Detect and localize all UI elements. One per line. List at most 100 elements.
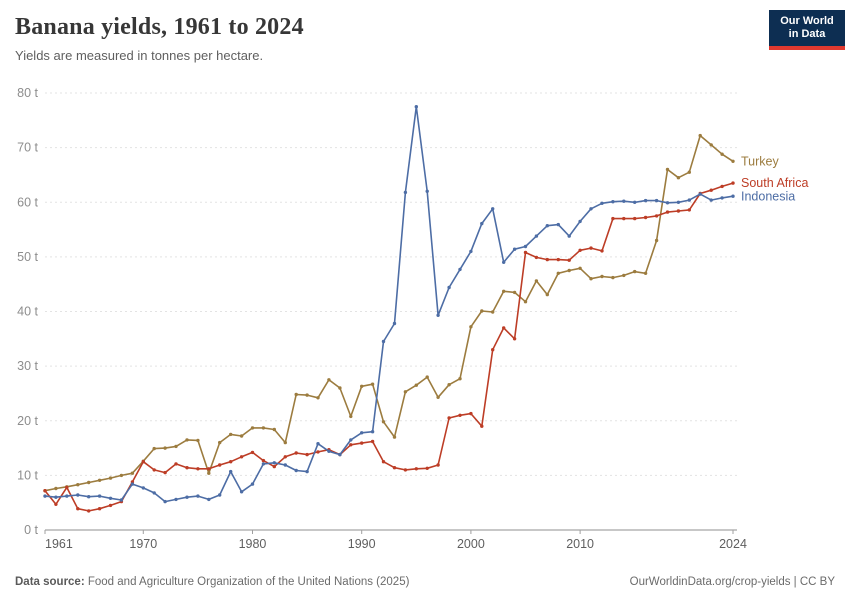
data-point [698,192,702,196]
data-point [130,482,135,486]
data-point [447,416,451,420]
data-point [523,250,528,255]
data-point [370,439,375,444]
data-point [392,435,397,439]
data-point [76,507,80,511]
data-point [119,473,124,478]
data-point [709,188,713,192]
data-point [229,432,233,437]
data-point [54,495,58,499]
series-label-south-africa[interactable]: South Africa [741,176,808,190]
data-point [480,221,484,226]
data-point [327,449,331,453]
series-line-south-africa [44,182,734,512]
page-title: Banana yields, 1961 to 2024 [15,14,304,40]
data-point [305,469,309,474]
data-point [578,266,582,270]
data-point [196,438,200,443]
data-point [414,467,418,471]
data-point [491,348,495,352]
data-point [665,210,670,214]
x-tick-label: 2000 [457,537,485,551]
series-label-turkey[interactable]: Turkey [741,154,779,168]
y-tick-label: 20 t [17,414,38,428]
data-point [338,386,342,390]
data-point [349,414,353,419]
data-point [567,234,571,238]
data-point [665,201,670,205]
data-point [698,133,702,138]
data-point [327,378,331,382]
y-tick-label: 60 t [17,195,38,209]
series-indonesia[interactable] [43,105,735,504]
data-point [556,222,560,227]
data-point [567,258,571,262]
data-point [97,494,102,498]
data-point [218,493,222,497]
data-point [316,450,320,454]
data-point [414,383,418,387]
data-point [294,468,298,473]
data-point [545,224,549,228]
data-point [654,238,659,243]
series-turkey[interactable] [43,133,735,493]
series-label-indonesia[interactable]: Indonesia [741,190,795,204]
data-point [458,377,462,381]
data-point [502,260,506,264]
data-point [272,427,276,432]
data-point [65,494,69,498]
data-point [108,496,113,500]
credit-link[interactable]: OurWorldinData.org/crop-yields | CC BY [629,576,835,588]
series-south-africa[interactable] [43,181,735,513]
data-point [119,498,124,502]
data-point [229,460,233,464]
data-point [687,198,691,202]
data-point [600,249,604,253]
data-point [633,200,637,204]
data-point [316,442,320,446]
data-source-label: Data source: [15,576,85,588]
data-point [392,321,397,326]
data-point [578,248,582,252]
data-point [622,273,626,278]
data-point [633,216,637,221]
data-point [622,216,626,221]
y-tick-label: 30 t [17,359,38,373]
data-point [512,290,517,295]
data-point [731,194,735,198]
data-point [425,189,429,193]
data-point [676,176,681,180]
data-point [676,209,681,213]
data-point [633,269,637,274]
data-point [491,310,495,314]
data-point [141,486,145,490]
data-point [665,167,670,172]
data-point [294,451,298,455]
data-point [87,509,91,513]
data-point [654,198,659,203]
data-point [360,384,364,388]
data-point [600,201,604,205]
data-point [163,499,167,504]
data-point [534,279,539,283]
data-point [196,467,200,471]
data-point [469,249,473,254]
data-point [174,462,178,466]
data-point [218,440,222,445]
y-tick-label: 70 t [17,141,38,155]
data-point [425,375,429,379]
data-point [523,300,528,304]
data-point [567,268,571,273]
y-tick-label: 10 t [17,468,38,482]
x-tick-label: 1970 [129,537,157,551]
data-point [436,313,440,317]
data-point [458,413,462,417]
data-point [43,489,47,493]
data-point [283,463,287,467]
data-point [480,424,484,428]
data-point [523,244,528,249]
data-point [534,255,539,260]
data-point [261,426,266,430]
x-tick-label: 1961 [45,537,73,551]
